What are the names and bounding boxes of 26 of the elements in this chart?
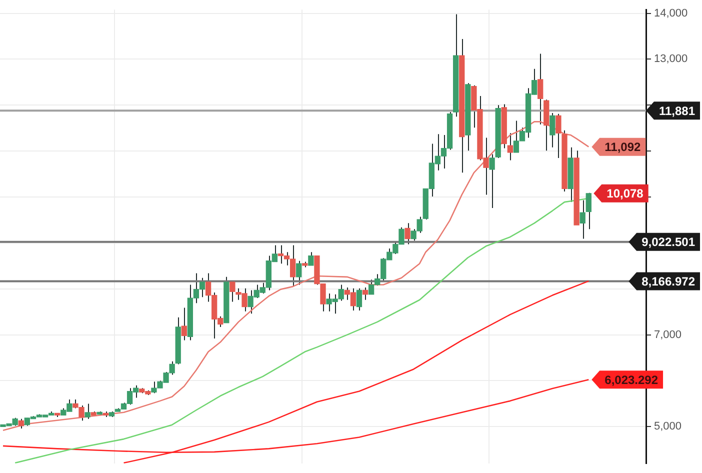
- y-tick-label: 7,000: [654, 328, 682, 341]
- y-tick-label: 14,000: [654, 7, 688, 20]
- candlestick: [308, 252, 314, 266]
- candlestick: [489, 154, 495, 209]
- candlestick: [296, 260, 302, 286]
- candlestick: [556, 113, 562, 158]
- data-label: 11,092: [604, 140, 642, 154]
- y-tick-label: 5,000: [654, 420, 682, 433]
- y-tick-label: 13,000: [654, 53, 688, 66]
- candlestick: [404, 222, 410, 245]
- ref-line-label: 9,022.501: [642, 235, 696, 250]
- ref-line-label: 8,166.972: [642, 274, 696, 289]
- candlestick: [550, 112, 556, 148]
- candlestick: [230, 280, 236, 302]
- candlestick: [18, 418, 24, 429]
- candlestick: [538, 53, 544, 125]
- candlestick: [362, 286, 368, 300]
- annotation: 10,078: [606, 186, 644, 201]
- candlestick: [84, 403, 90, 420]
- data-label: 6,023.292: [604, 372, 658, 387]
- candlestick: [586, 192, 592, 230]
- candlestick: [507, 132, 513, 161]
- ref-line-label: 11,881: [658, 104, 696, 118]
- candlestick: [356, 288, 362, 311]
- candlestick: [580, 200, 586, 240]
- candlestick: [181, 307, 187, 341]
